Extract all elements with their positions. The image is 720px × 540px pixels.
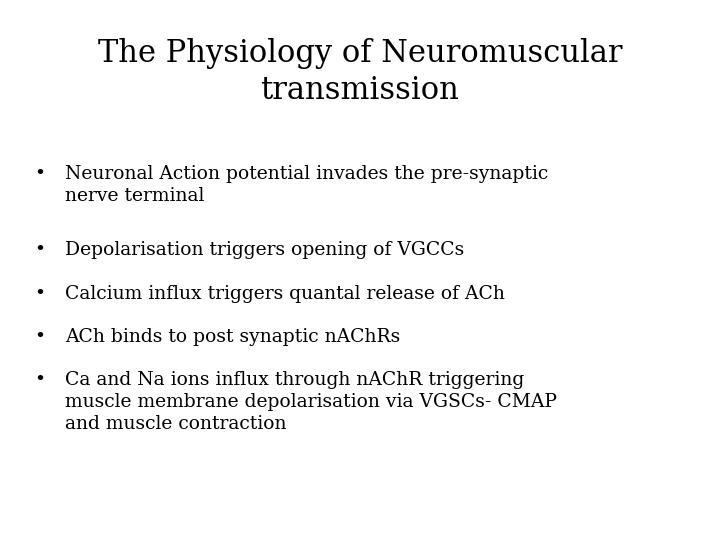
Text: •: • — [34, 371, 45, 389]
Text: Ca and Na ions influx through nAChR triggering
muscle membrane depolarisation vi: Ca and Na ions influx through nAChR trig… — [65, 371, 557, 434]
Text: •: • — [34, 328, 45, 346]
Text: Neuronal Action potential invades the pre-synaptic
nerve terminal: Neuronal Action potential invades the pr… — [65, 165, 548, 205]
Text: •: • — [34, 241, 45, 259]
Text: •: • — [34, 285, 45, 302]
Text: •: • — [34, 165, 45, 183]
Text: Calcium influx triggers quantal release of ACh: Calcium influx triggers quantal release … — [65, 285, 505, 302]
Text: The Physiology of Neuromuscular
transmission: The Physiology of Neuromuscular transmis… — [98, 38, 622, 106]
Text: Depolarisation triggers opening of VGCCs: Depolarisation triggers opening of VGCCs — [65, 241, 464, 259]
Text: ACh binds to post synaptic nAChRs: ACh binds to post synaptic nAChRs — [65, 328, 400, 346]
